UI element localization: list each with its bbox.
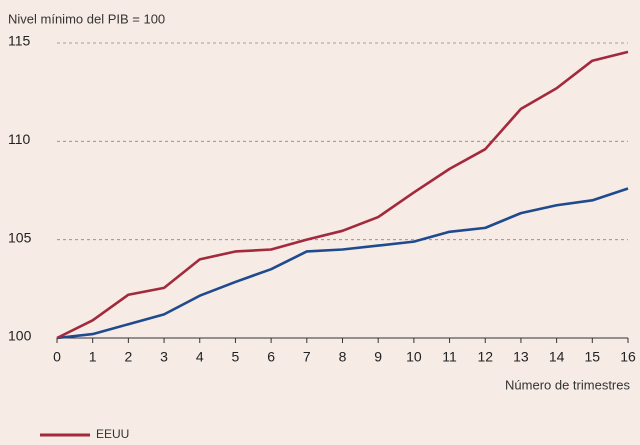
- y-tick-label: 110: [8, 131, 31, 147]
- y-tick-label: 100: [8, 328, 32, 344]
- x-tick-label: 13: [513, 349, 529, 365]
- x-tick-label: 7: [303, 349, 311, 365]
- x-tick-label: 5: [232, 349, 240, 365]
- x-tick-label: 11: [442, 349, 457, 365]
- x-tick-label: 3: [160, 349, 168, 365]
- y-tick-label: 105: [8, 229, 32, 245]
- x-tick-label: 8: [339, 349, 347, 365]
- line-series: [56, 50, 629, 340]
- x-tick-label: 9: [374, 349, 382, 365]
- legend-label: EEUU: [96, 427, 129, 441]
- x-tick-label: 12: [477, 349, 493, 365]
- x-tick-label: 1: [89, 349, 97, 365]
- x-tick-label: 15: [585, 349, 601, 365]
- x-tick-label: 2: [124, 349, 132, 365]
- x-tick-label: 6: [267, 349, 275, 365]
- x-tick-label: 0: [53, 349, 61, 365]
- x-tick-label: 16: [620, 349, 636, 365]
- x-axis-label: Número de trimestres: [505, 377, 630, 392]
- y-tick-label: 115: [8, 33, 31, 49]
- line-series: [56, 187, 629, 340]
- y-axis-label: Nivel mínimo del PIB = 100: [8, 11, 165, 26]
- x-tick-label: 10: [406, 349, 422, 365]
- x-tick-label: 14: [549, 349, 565, 365]
- x-tick-label: 4: [196, 349, 204, 365]
